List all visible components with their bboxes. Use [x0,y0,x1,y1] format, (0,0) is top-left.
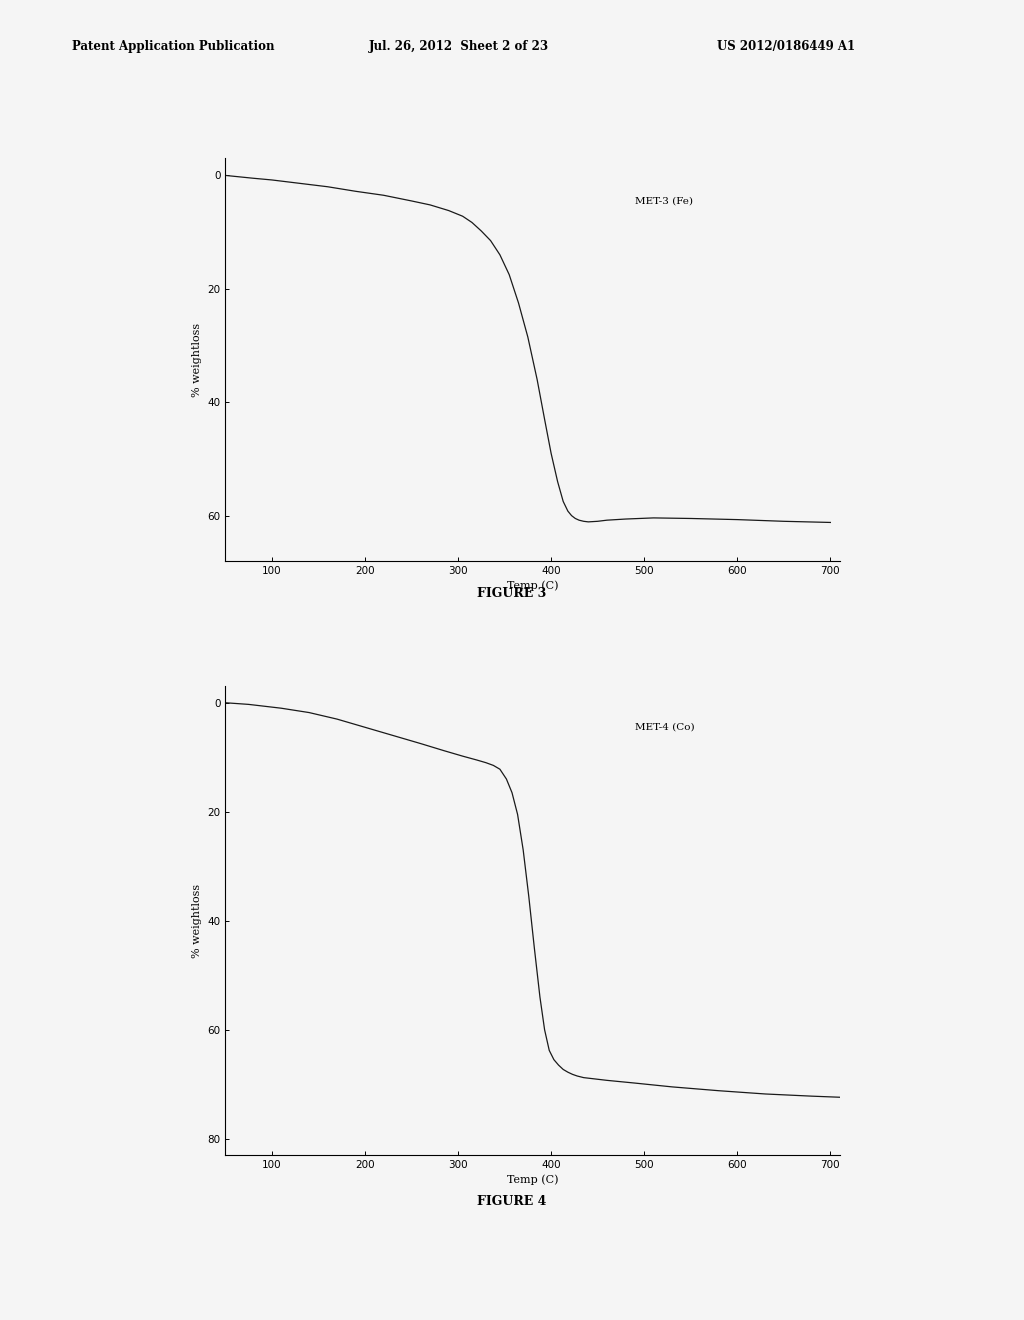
Text: MET-3 (Fe): MET-3 (Fe) [635,197,693,206]
Text: Patent Application Publication: Patent Application Publication [72,40,274,53]
Y-axis label: % weightloss: % weightloss [191,883,202,958]
X-axis label: Temp (C): Temp (C) [507,1173,558,1184]
Text: FIGURE 4: FIGURE 4 [477,1195,547,1208]
X-axis label: Temp (C): Temp (C) [507,579,558,590]
Text: FIGURE 3: FIGURE 3 [477,587,547,601]
Y-axis label: % weightloss: % weightloss [191,322,202,397]
Text: Jul. 26, 2012  Sheet 2 of 23: Jul. 26, 2012 Sheet 2 of 23 [369,40,549,53]
Text: US 2012/0186449 A1: US 2012/0186449 A1 [717,40,855,53]
Text: MET-4 (Co): MET-4 (Co) [635,723,694,733]
